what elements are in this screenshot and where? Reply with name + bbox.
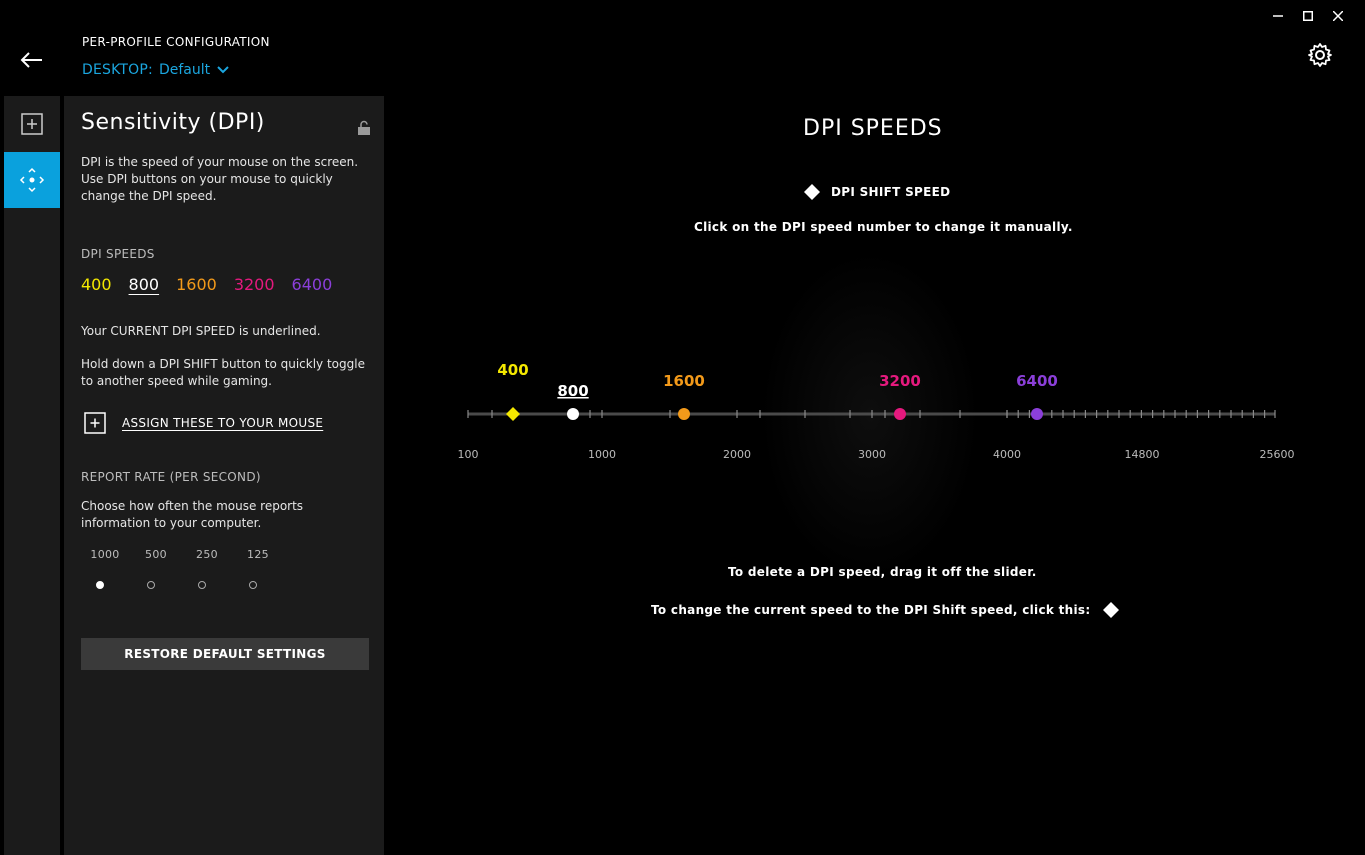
- back-arrow-icon: [20, 52, 42, 68]
- chevron-down-icon: [217, 66, 229, 74]
- report-rate-options: 1000 500 250 125: [86, 548, 290, 589]
- dpi-speed-800[interactable]: 800: [128, 275, 160, 294]
- dpi-shift-note: Hold down a DPI SHIFT button to quickly …: [81, 357, 365, 388]
- dpi-marker-label-6400[interactable]: 6400: [1016, 372, 1058, 390]
- settings-button[interactable]: [1307, 42, 1333, 68]
- dpi-marker-800[interactable]: [567, 408, 579, 420]
- scale-label-14800: 14800: [1125, 448, 1160, 461]
- add-square-icon: [84, 412, 106, 434]
- dpi-speeds-title: DPI SPEEDS: [803, 116, 943, 141]
- dpi-marker-400[interactable]: [506, 407, 520, 421]
- panel-title: Sensitivity (DPI): [81, 110, 265, 135]
- dpi-speed-6400[interactable]: 6400: [291, 275, 333, 294]
- dpi-speed-400[interactable]: 400: [81, 275, 112, 294]
- minimize-icon: [1273, 15, 1283, 17]
- dpi-speed-list: 400 800 1600 3200 6400: [81, 275, 332, 294]
- report-rate-option-1000[interactable]: 1000: [86, 548, 137, 589]
- rail-item-sensitivity[interactable]: [4, 152, 60, 208]
- dpi-slider[interactable]: 100 1000 2000 3000 4000 14800 25600 400 800 1600 3…: [440, 350, 1320, 470]
- report-rate-option-250[interactable]: 250: [188, 548, 239, 589]
- page-title: PER-PROFILE CONFIGURATION: [82, 35, 270, 49]
- dpi-marker-label-1600[interactable]: 1600: [663, 372, 705, 390]
- panel-description: DPI is the speed of your mouse on the sc…: [81, 155, 359, 203]
- scale-label-2000: 2000: [723, 448, 751, 461]
- dpi-marker-3200[interactable]: [894, 408, 906, 420]
- profile-dropdown[interactable]: DESKTOP: Default: [82, 62, 230, 78]
- report-rate-option-500[interactable]: 500: [137, 548, 188, 589]
- sensitivity-panel: Sensitivity (DPI) DPI is the speed of yo…: [64, 96, 384, 855]
- dpi-section-label: DPI SPEEDS: [81, 247, 155, 261]
- dpi-marker-1600[interactable]: [678, 408, 690, 420]
- back-button[interactable]: [18, 46, 46, 74]
- scale-label-100: 100: [458, 448, 479, 461]
- diamond-icon: [804, 184, 820, 200]
- dpi-speed-1600[interactable]: 1600: [176, 275, 217, 294]
- add-square-icon: [21, 113, 43, 135]
- rail-item-add[interactable]: [4, 96, 60, 152]
- click-hint: Click on the DPI speed number to change …: [694, 220, 1073, 234]
- dpi-speed-3200[interactable]: 3200: [233, 275, 275, 294]
- dpi-shift-legend: DPI SHIFT SPEED: [803, 183, 950, 201]
- report-rate-label: 250: [196, 548, 218, 561]
- maximize-button[interactable]: [1293, 6, 1323, 26]
- window-controls: [1263, 6, 1353, 26]
- shift-hint: To change the current speed to the DPI S…: [651, 603, 1091, 617]
- lock-button[interactable]: [357, 120, 371, 136]
- dpi-marker-label-400[interactable]: 400: [497, 361, 528, 379]
- side-rail: [4, 96, 60, 855]
- report-rate-radio[interactable]: [147, 581, 155, 589]
- dpi-marker-6400[interactable]: [1031, 408, 1043, 420]
- gear-icon: [1308, 43, 1332, 67]
- report-rate-option-125[interactable]: 125: [239, 548, 290, 589]
- shift-hint-row: To change the current speed to the DPI S…: [651, 601, 1120, 619]
- profile-label: DESKTOP:: [82, 62, 153, 78]
- current-dpi-note: Your CURRENT DPI SPEED is underlined.: [81, 324, 321, 338]
- report-rate-radio[interactable]: [96, 581, 104, 589]
- maximize-icon: [1303, 11, 1313, 21]
- scale-label-4000: 4000: [993, 448, 1021, 461]
- scale-label-3000: 3000: [858, 448, 886, 461]
- unlock-icon: [358, 120, 370, 135]
- assign-to-mouse-link[interactable]: ASSIGN THESE TO YOUR MOUSE: [84, 412, 323, 434]
- close-button[interactable]: [1323, 6, 1353, 26]
- dpi-marker-label-3200[interactable]: 3200: [879, 372, 921, 390]
- dpi-shift-toggle-diamond-icon[interactable]: [1102, 601, 1120, 619]
- dpi-shift-legend-label: DPI SHIFT SPEED: [831, 185, 951, 199]
- dpi-marker-label-800[interactable]: 800: [557, 382, 588, 400]
- restore-defaults-button[interactable]: RESTORE DEFAULT SETTINGS: [81, 638, 369, 670]
- sensitivity-move-icon: [19, 167, 45, 193]
- report-rate-label: 500: [145, 548, 167, 561]
- report-rate-radio[interactable]: [249, 581, 257, 589]
- report-rate-radio[interactable]: [198, 581, 206, 589]
- assign-label: ASSIGN THESE TO YOUR MOUSE: [122, 416, 324, 430]
- scale-label-1000: 1000: [588, 448, 616, 461]
- report-rate-description: Choose how often the mouse reports infor…: [81, 499, 304, 530]
- scale-label-25600: 25600: [1260, 448, 1295, 461]
- delete-hint: To delete a DPI speed, drag it off the s…: [728, 565, 1037, 579]
- report-rate-label: 1000: [90, 548, 120, 561]
- report-rate-label: 125: [247, 548, 269, 561]
- report-rate-label: REPORT RATE (PER SECOND): [81, 470, 261, 484]
- minimize-button[interactable]: [1263, 6, 1293, 26]
- close-icon: [1333, 11, 1343, 21]
- profile-value: Default: [158, 62, 211, 78]
